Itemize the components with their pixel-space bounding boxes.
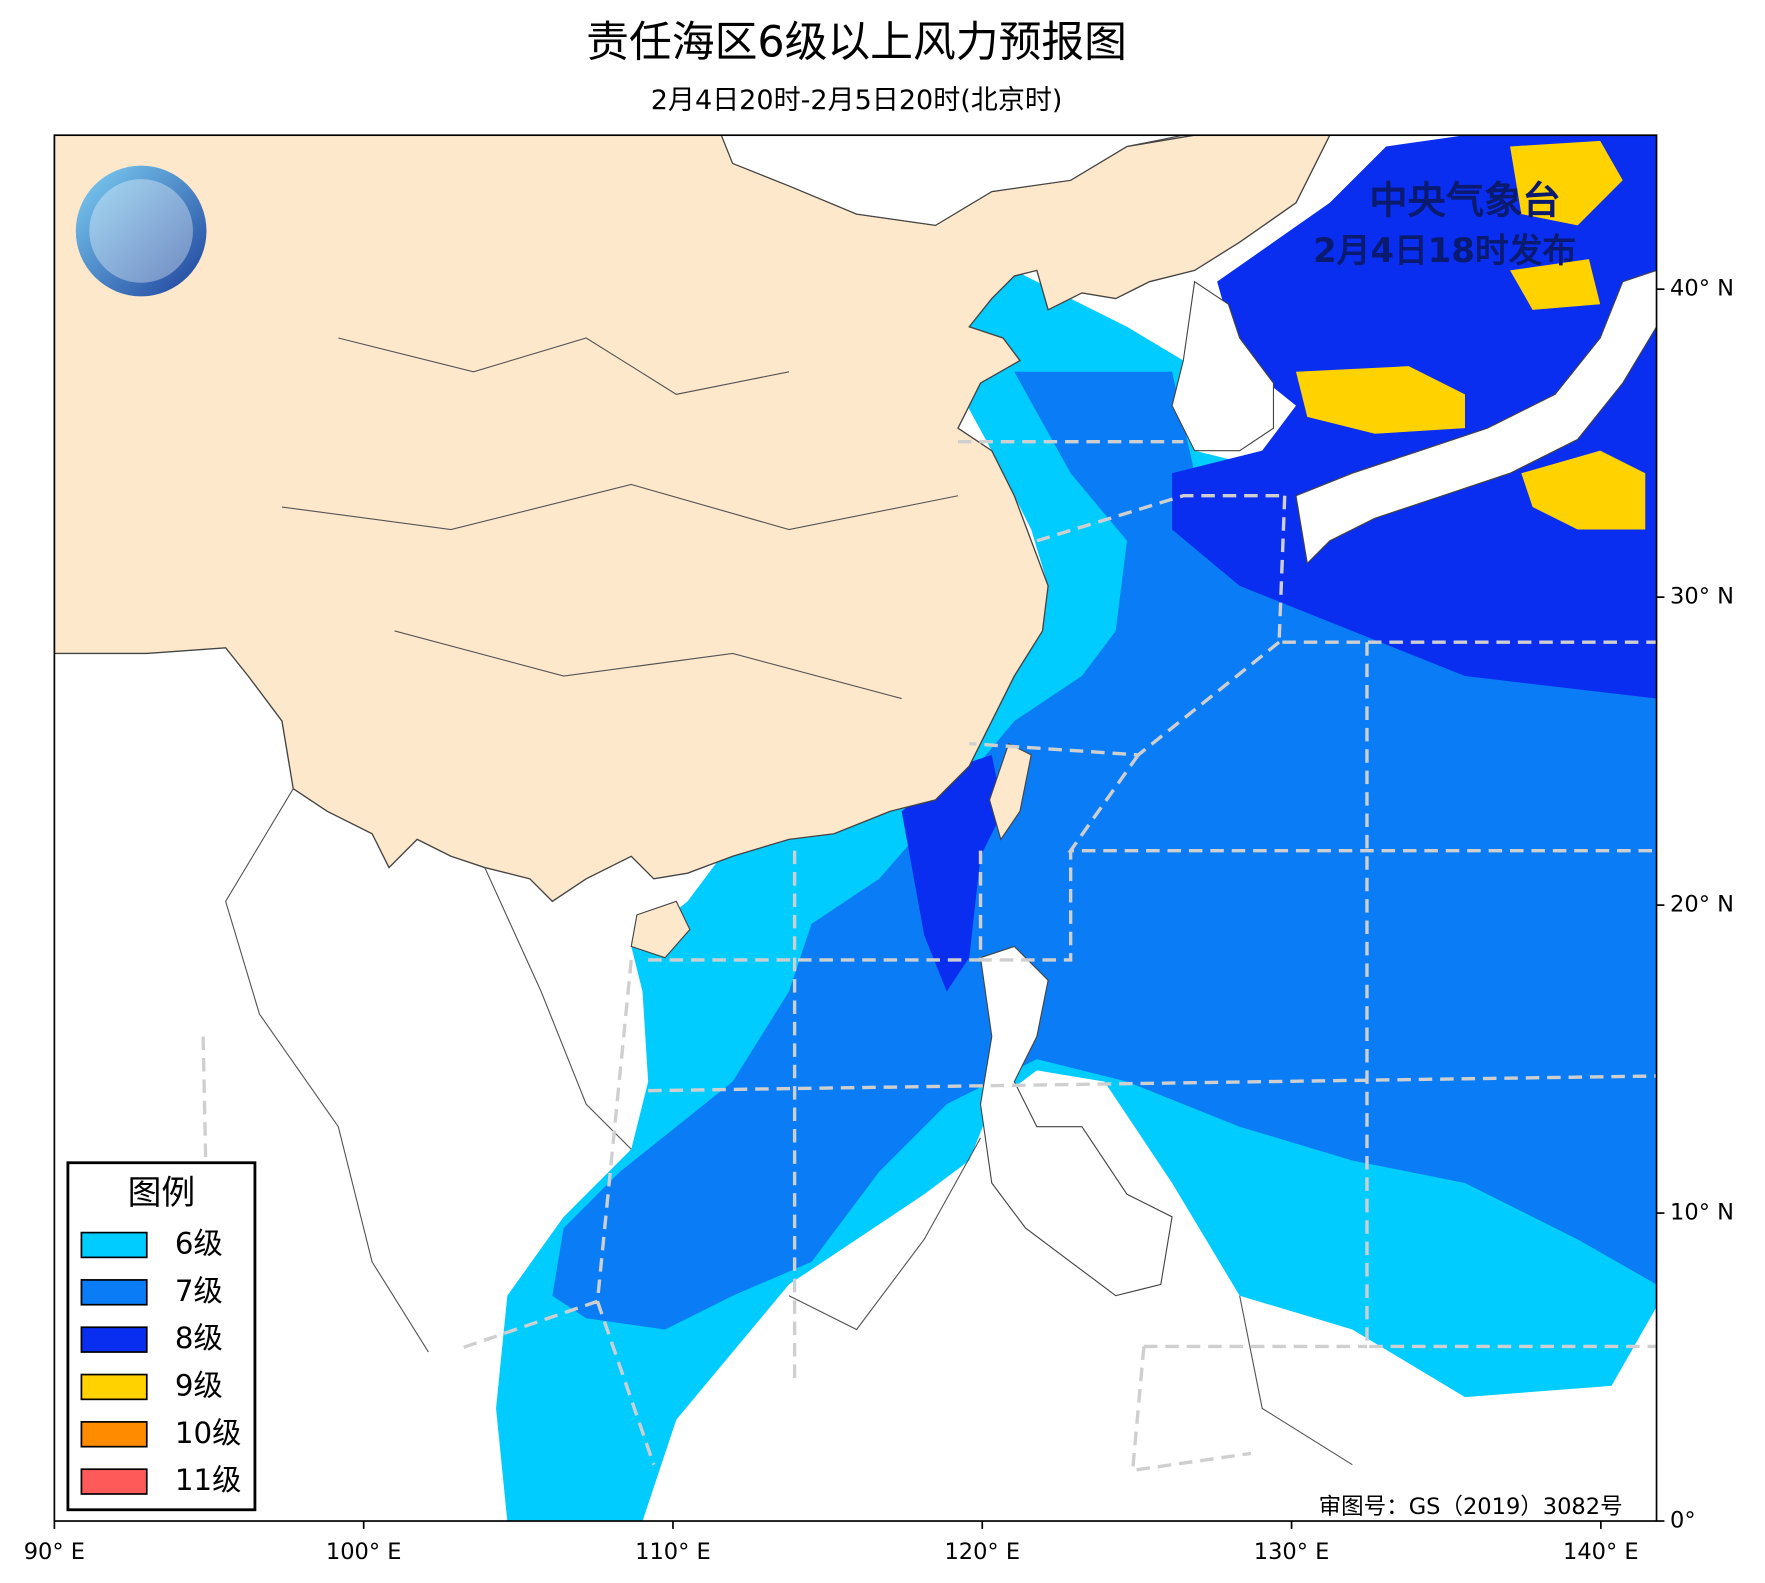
y-tick-label: 40° N [1670, 276, 1734, 302]
taiwan [988, 742, 1032, 841]
legend-label: 6级 [175, 1226, 223, 1260]
subtitle: 2月4日20时-2月5日20时(北京时) [651, 85, 1063, 116]
mongolia [720, 135, 1184, 226]
plot-frame [53, 134, 1658, 1522]
china-land [54, 135, 1331, 903]
y-tick-label: 0° [1670, 1508, 1696, 1534]
y-tick-label: 30° N [1670, 584, 1734, 610]
philippines [979, 945, 1173, 1297]
legend-swatch [80, 1373, 148, 1401]
legend-swatch [80, 1279, 148, 1306]
legend-swatch [80, 1468, 148, 1495]
x-tick-label: 110° E [635, 1539, 711, 1565]
x-tick-label: 100° E [326, 1539, 402, 1565]
legend-label: 7级 [175, 1274, 223, 1308]
issue-time: 2月4日18时发布 [1313, 231, 1576, 270]
wind-level-8 [901, 135, 1657, 992]
legend-label: 10级 [175, 1416, 242, 1450]
legend-label: 11级 [175, 1463, 242, 1497]
wind-level-9 [1295, 140, 1646, 530]
legend-title: 图例 [128, 1173, 196, 1212]
legend-swatch [80, 1326, 148, 1353]
legend-label: 8级 [175, 1321, 223, 1355]
x-tick-label: 120° E [944, 1539, 1020, 1565]
y-tick-label: 10° N [1670, 1200, 1734, 1226]
map-area [54, 135, 1657, 1522]
borders [225, 337, 1353, 1466]
x-tick-label: 90° E [24, 1539, 85, 1565]
hainan [630, 900, 691, 959]
title: 责任海区6级以上风力预报图 [586, 18, 1127, 68]
legend-label: 9级 [175, 1368, 223, 1402]
issuer-name: 中央气象台 [1369, 178, 1561, 223]
y-tick-label: 20° N [1670, 892, 1734, 918]
approval-number: 审图号：GS（2019）3082号 [1319, 1494, 1623, 1520]
korea [1171, 280, 1275, 452]
logo [75, 165, 207, 297]
x-tick-label: 140° E [1563, 1539, 1639, 1565]
japan [1295, 269, 1657, 565]
legend-swatch [80, 1231, 148, 1259]
x-tick-label: 130° E [1254, 1539, 1330, 1565]
legend-swatch [80, 1421, 148, 1448]
